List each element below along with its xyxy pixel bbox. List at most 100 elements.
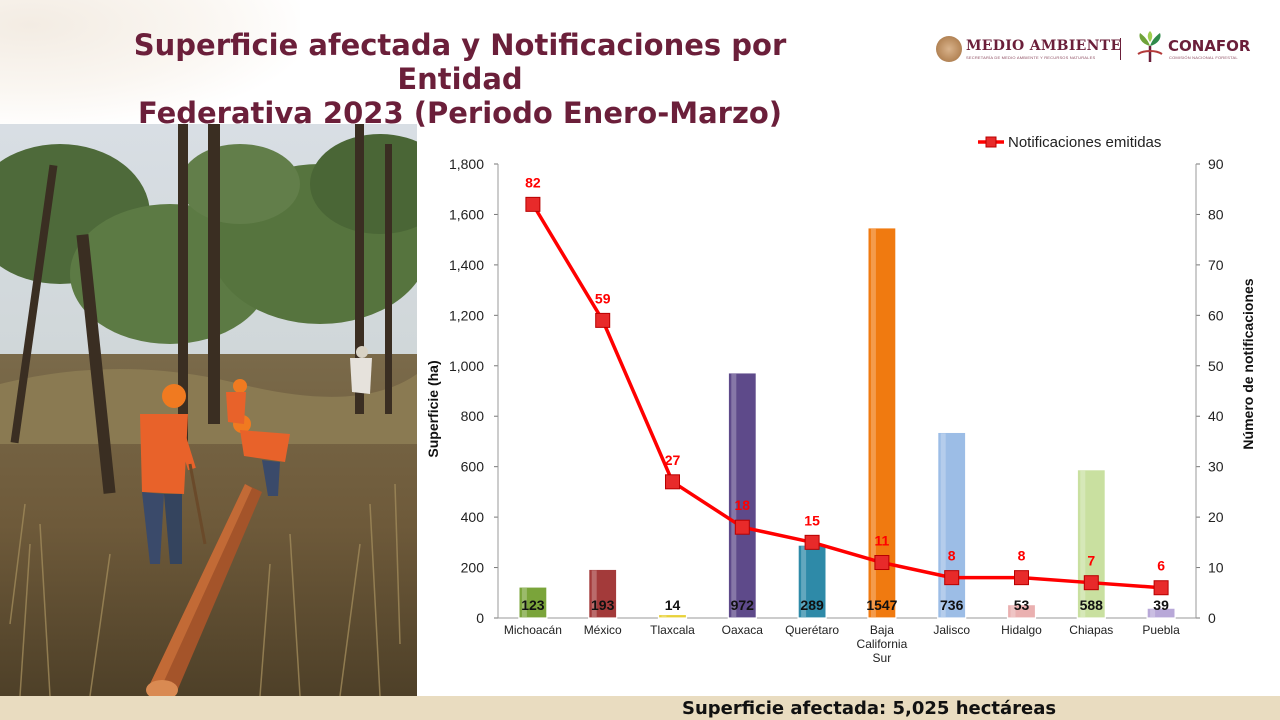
notification-value-label: 59 bbox=[595, 290, 611, 306]
bars bbox=[518, 227, 1176, 619]
bar-2 bbox=[588, 568, 618, 619]
category-label: Oaxaca bbox=[722, 623, 764, 637]
notification-point bbox=[595, 312, 611, 328]
bar-highlight bbox=[591, 570, 597, 617]
left-axis-ticks: 0 200 400 600 800 1,000 1,200 1,400 1,600 1,800 bbox=[449, 156, 1196, 626]
left-tick-label: 800 bbox=[461, 408, 485, 424]
bar-value-label: 588 bbox=[1080, 597, 1104, 613]
bar-5 bbox=[797, 544, 827, 619]
footer-summary: Superficie afectada: 5,025 hectáreas bbox=[682, 698, 1057, 719]
conafor-logo: CONAFOR bbox=[1168, 37, 1251, 55]
bar-highlight bbox=[1080, 470, 1086, 617]
bar-value-label: 972 bbox=[731, 597, 755, 613]
left-tick-label: 0 bbox=[476, 610, 484, 626]
conafor-subtitle: COMISIÓN NACIONAL FORESTAL bbox=[1169, 55, 1238, 60]
left-tick-label: 1,400 bbox=[449, 257, 484, 273]
bar-highlight bbox=[661, 615, 667, 617]
right-tick-label: 60 bbox=[1208, 307, 1224, 323]
bar-3 bbox=[657, 613, 688, 619]
bar-4 bbox=[727, 372, 757, 619]
left-tick-label: 200 bbox=[461, 560, 485, 576]
bar-highlight bbox=[1010, 605, 1016, 617]
notification-point bbox=[734, 519, 750, 535]
left-tick-label: 1,600 bbox=[449, 206, 484, 222]
forest-brigade-photo bbox=[0, 124, 417, 696]
bar-8 bbox=[1006, 604, 1037, 619]
bar-value-label: 1547 bbox=[866, 597, 897, 613]
notification-value-label: 27 bbox=[665, 452, 681, 468]
right-tick-label: 40 bbox=[1208, 408, 1224, 424]
right-tick-label: 50 bbox=[1208, 358, 1224, 374]
right-tick-label: 70 bbox=[1208, 257, 1224, 273]
category-labels: Michoacán México Tlaxcala Oaxaca Querétaro Ba… bbox=[504, 623, 1180, 665]
bar-9 bbox=[1076, 469, 1106, 619]
bar-value-label: 289 bbox=[800, 597, 824, 613]
bar-highlight bbox=[940, 433, 946, 617]
category-label: Chiapas bbox=[1069, 623, 1113, 637]
bar-6 bbox=[867, 227, 897, 619]
logos: MEDIO AMBIENTE SECRETARÍA DE MEDIO AMBIE… bbox=[936, 30, 1256, 70]
notification-value-label: 6 bbox=[1157, 558, 1165, 574]
category-label: México bbox=[584, 623, 622, 637]
conafor-tree-icon bbox=[1137, 31, 1163, 62]
left-tick-label: 1,000 bbox=[449, 358, 484, 374]
bar-highlight bbox=[521, 587, 527, 617]
category-label: Jalisco bbox=[933, 623, 970, 637]
category-label: Hidalgo bbox=[1001, 623, 1042, 637]
footer-bar bbox=[0, 696, 1280, 720]
category-label: Baja bbox=[870, 623, 894, 637]
bar-10 bbox=[1146, 607, 1176, 619]
logo-divider bbox=[1120, 38, 1121, 60]
notification-value-label: 82 bbox=[525, 174, 541, 190]
bar-highlight bbox=[1150, 609, 1156, 617]
notification-value-label: 18 bbox=[735, 497, 751, 513]
left-tick-label: 1,200 bbox=[449, 307, 484, 323]
notification-point bbox=[525, 196, 541, 212]
medio-ambiente-subtitle: SECRETARÍA DE MEDIO AMBIENTE Y RECURSOS … bbox=[966, 55, 1096, 60]
notification-value-label: 15 bbox=[804, 512, 820, 528]
notification-value-label: 7 bbox=[1087, 553, 1095, 569]
left-tick-label: 400 bbox=[461, 509, 485, 525]
title-line-1: Superficie afectada y Notificaciones por… bbox=[133, 28, 787, 96]
category-label: Querétaro bbox=[785, 623, 839, 637]
category-label: Michoacán bbox=[504, 623, 562, 637]
notification-point bbox=[1014, 570, 1029, 586]
bar-value-label: 193 bbox=[591, 597, 615, 613]
right-tick-label: 90 bbox=[1208, 156, 1224, 172]
category-label: Puebla bbox=[1142, 623, 1180, 637]
left-tick-label: 1,800 bbox=[449, 156, 484, 172]
right-tick-label: 10 bbox=[1208, 560, 1224, 576]
bar-value-label: 53 bbox=[1014, 597, 1030, 613]
bar-value-label: 39 bbox=[1153, 597, 1169, 613]
bar-value-labels: 123 193 14 972 289 1547 736 53 588 39 bbox=[521, 597, 1169, 613]
y-axis-label-left: Superficie (ha) bbox=[425, 360, 441, 457]
notification-value-label: 8 bbox=[1018, 548, 1026, 564]
bar-value-label: 123 bbox=[521, 597, 545, 613]
right-tick-label: 20 bbox=[1208, 509, 1224, 525]
legend-marker-swatch bbox=[985, 136, 997, 148]
right-tick-label: 30 bbox=[1208, 459, 1224, 475]
bar-highlight bbox=[731, 373, 737, 617]
y-axis-label-right: Número de notificaciones bbox=[1240, 278, 1256, 449]
header-decoration bbox=[0, 0, 300, 125]
category-label: California bbox=[857, 637, 908, 651]
bar-value-label: 736 bbox=[940, 597, 964, 613]
notification-point bbox=[804, 534, 820, 550]
government-seal-icon bbox=[936, 36, 962, 62]
legend-label: Notificaciones emitidas bbox=[1008, 134, 1161, 151]
medio-ambiente-logo: MEDIO AMBIENTE bbox=[966, 38, 1122, 54]
right-tick-label: 0 bbox=[1208, 610, 1216, 626]
bar-highlight bbox=[801, 546, 807, 617]
left-tick-label: 600 bbox=[461, 459, 485, 475]
right-tick-label: 80 bbox=[1208, 206, 1224, 222]
notification-point bbox=[665, 474, 680, 490]
category-label: Tlaxcala bbox=[650, 623, 695, 637]
notifications-line-series: 82 59 27 18 15 11 8 8 7 6 bbox=[525, 174, 1169, 596]
category-label: Sur bbox=[873, 651, 892, 665]
bar-highlight bbox=[870, 228, 876, 617]
bar-7 bbox=[937, 431, 967, 619]
page-title: Superficie afectada y Notificaciones por… bbox=[90, 28, 830, 130]
notification-point bbox=[874, 555, 890, 571]
right-axis-ticks: 0 10 20 30 40 50 60 70 80 90 bbox=[1195, 156, 1224, 626]
